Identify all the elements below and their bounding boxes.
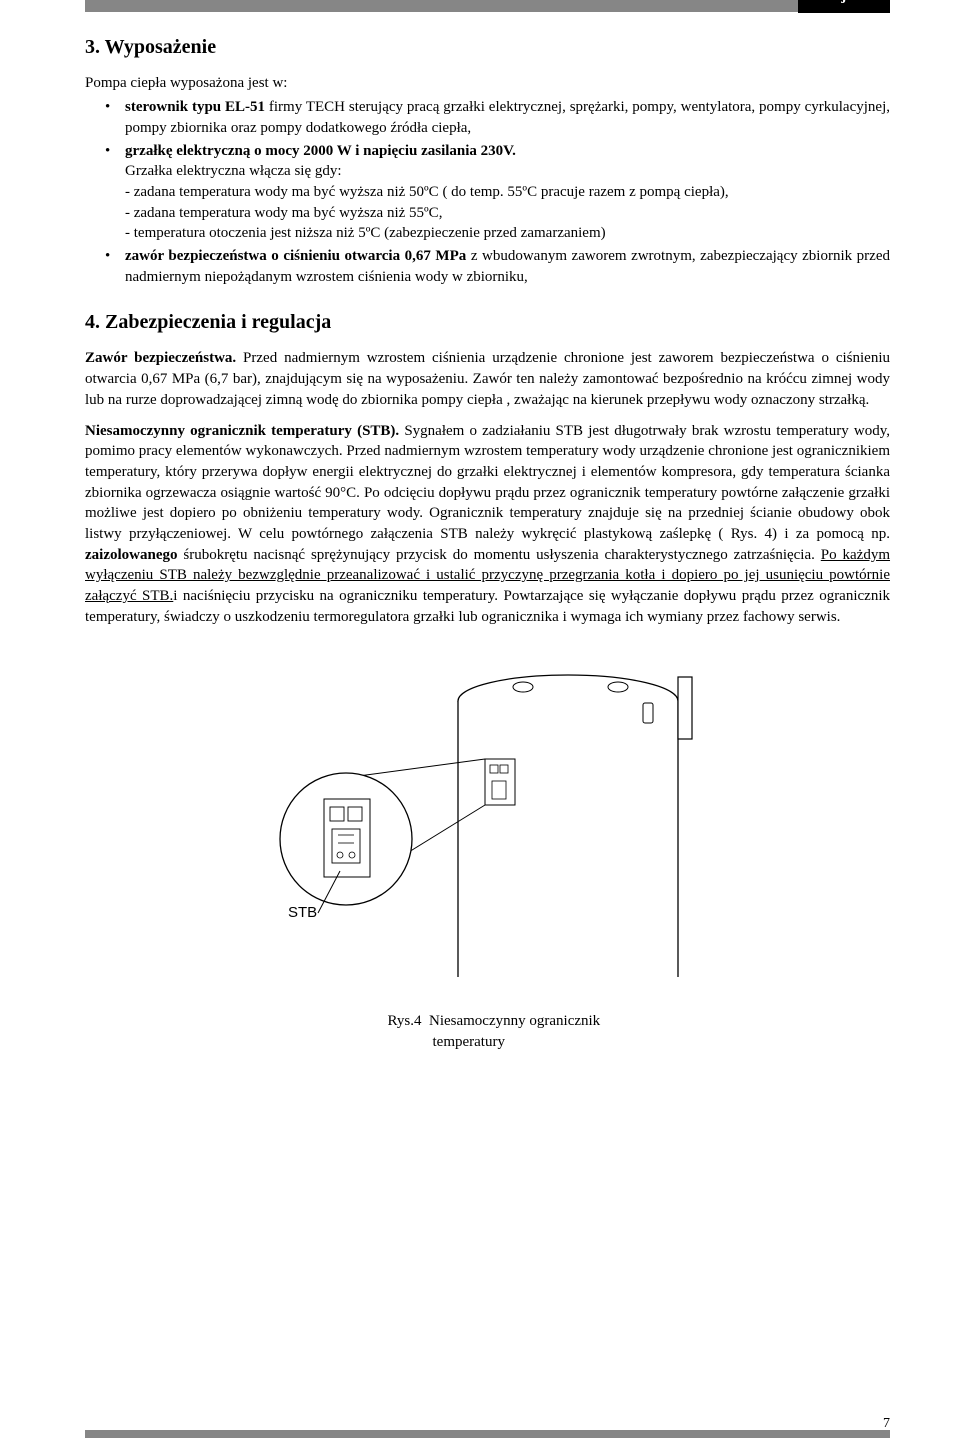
heater-extra-2: - zadana temperatura wody ma być wyższa … [125, 203, 890, 224]
heater-extra-1: - zadana temperatura wody ma być wyższa … [125, 182, 890, 203]
equipment-list: sterownik typu EL-51 firmy TECH sterując… [85, 97, 890, 287]
figure-wrap: STB Rys.4 Niesamoczynny ogranicznik temp… [85, 647, 890, 1052]
list-item-heater: grzałkę elektryczną o mocy 2000 W i napi… [85, 141, 890, 244]
heater-extra-3: - temperatura otoczenia jest niższa niż … [125, 223, 890, 244]
footer-gray-line [85, 1430, 890, 1438]
stb-label: STB [288, 904, 317, 921]
para-safety-valve: Zawór bezpieczeństwa. Przed nadmiernym w… [85, 348, 890, 410]
document-page: OB-HP 200/300 DUO wersja 1.0 3. Wyposaże… [0, 0, 960, 1456]
para-stb: Niesamoczynny ogranicznik temperatury (S… [85, 421, 890, 628]
list-item-safety-valve: zawór bezpieczeństwa o ciśnieniu otwarci… [85, 246, 890, 287]
page-number: 7 [883, 1416, 890, 1432]
stb-figure: STB [268, 657, 708, 987]
figure-caption: Rys.4 Niesamoczynny ogranicznik temperat… [388, 1011, 648, 1052]
footer: 7 [85, 1430, 890, 1438]
version-label: wersja 1.0 [798, 0, 890, 13]
section-3-title: 3. Wyposażenie [85, 36, 890, 59]
list-item-heater-lead: grzałkę elektryczną o mocy 2000 W i napi… [125, 143, 516, 159]
header-bar: OB-HP 200/300 DUO wersja 1.0 [85, 0, 890, 12]
header-labels: OB-HP 200/300 DUO wersja 1.0 [646, 0, 890, 13]
list-item-controller: sterownik typu EL-51 firmy TECH sterując… [85, 97, 890, 138]
model-label: OB-HP 200/300 DUO [646, 0, 798, 13]
section-4-title: 4. Zabezpieczenia i regulacja [85, 311, 890, 334]
heater-extra-0: Grzałka elektryczna włącza się gdy: [125, 161, 890, 182]
section-3-intro: Pompa ciepła wyposażona jest w: [85, 73, 890, 93]
